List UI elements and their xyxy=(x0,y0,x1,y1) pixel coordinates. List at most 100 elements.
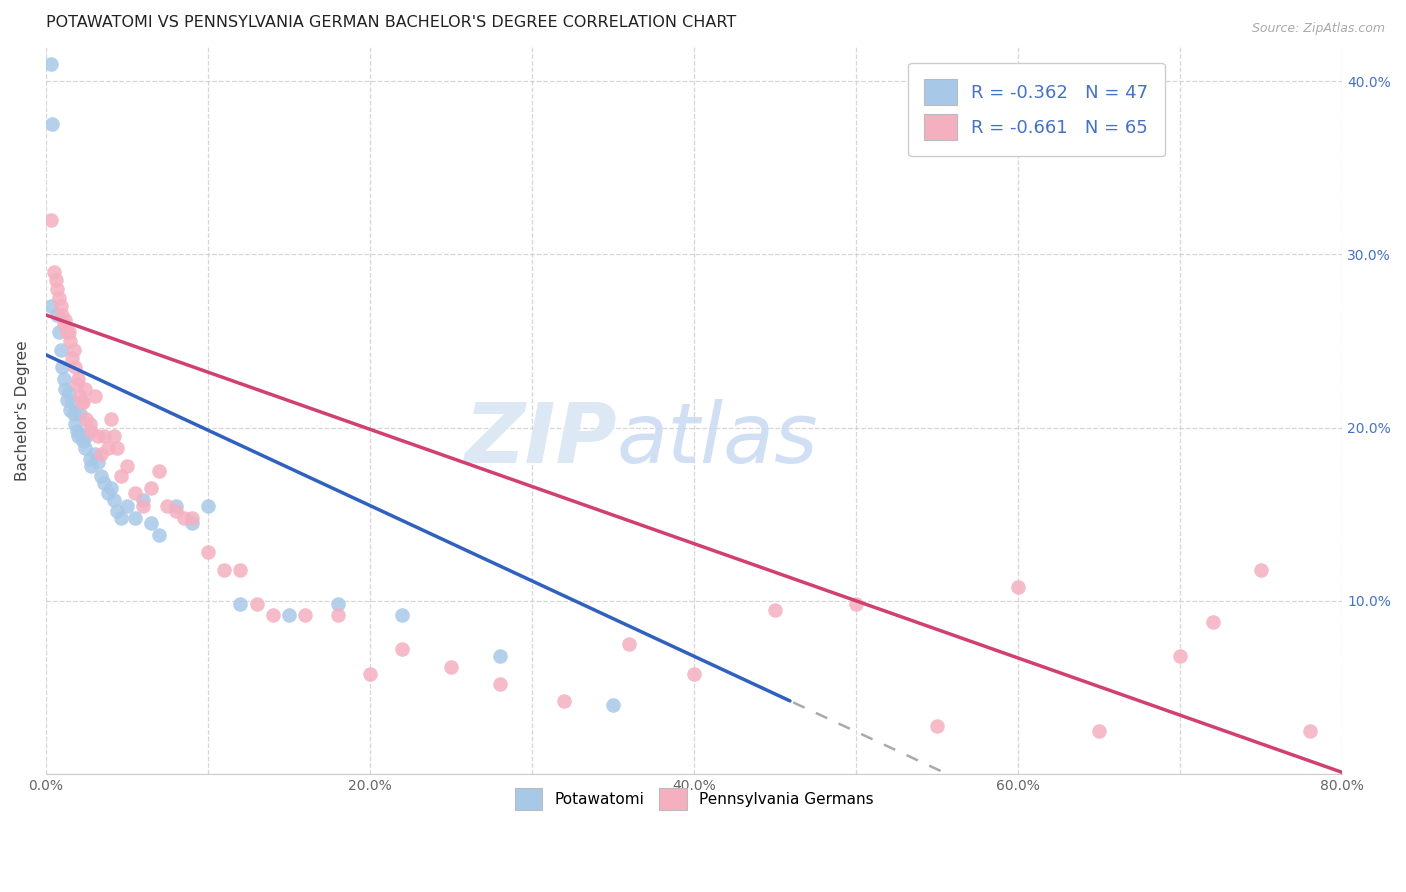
Point xyxy=(180,516,202,530)
Point xyxy=(63,417,86,431)
Point xyxy=(58,326,80,340)
Point xyxy=(602,698,624,712)
Point xyxy=(391,642,413,657)
Point xyxy=(58,386,80,401)
Point xyxy=(87,429,110,443)
Point xyxy=(262,607,284,622)
Point xyxy=(180,510,202,524)
Point xyxy=(60,394,83,409)
Point xyxy=(39,212,62,227)
Point xyxy=(39,56,62,70)
Point xyxy=(42,265,65,279)
Point xyxy=(69,389,91,403)
Point xyxy=(141,481,163,495)
Point xyxy=(62,407,84,421)
Point xyxy=(124,486,146,500)
Point xyxy=(326,607,349,622)
Point xyxy=(73,383,96,397)
Point xyxy=(553,694,575,708)
Point xyxy=(39,299,62,313)
Point xyxy=(96,486,118,500)
Point xyxy=(156,499,179,513)
Point xyxy=(115,499,138,513)
Point xyxy=(93,429,115,443)
Point xyxy=(76,412,98,426)
Point xyxy=(41,117,63,131)
Point xyxy=(83,389,105,403)
Point xyxy=(110,510,132,524)
Point xyxy=(197,545,219,559)
Point xyxy=(69,407,91,421)
Point xyxy=(48,326,70,340)
Point xyxy=(440,659,463,673)
Point xyxy=(132,499,155,513)
Y-axis label: Bachelor's Degree: Bachelor's Degree xyxy=(15,340,30,481)
Point xyxy=(294,607,316,622)
Point xyxy=(55,383,77,397)
Point xyxy=(165,499,187,513)
Point xyxy=(246,597,269,611)
Point xyxy=(141,516,163,530)
Point xyxy=(60,351,83,366)
Point xyxy=(70,427,93,442)
Point xyxy=(90,447,112,461)
Point xyxy=(96,442,118,456)
Point xyxy=(62,343,84,357)
Point xyxy=(927,718,949,732)
Point xyxy=(391,607,413,622)
Legend: Potawatomi, Pennsylvania Germans: Potawatomi, Pennsylvania Germans xyxy=(508,780,882,817)
Point xyxy=(66,377,89,392)
Point xyxy=(46,308,69,322)
Point xyxy=(56,392,79,407)
Point xyxy=(100,481,122,495)
Point xyxy=(52,372,75,386)
Point xyxy=(63,359,86,374)
Point xyxy=(763,602,786,616)
Point xyxy=(83,447,105,461)
Point xyxy=(80,458,103,473)
Point xyxy=(103,429,125,443)
Point xyxy=(90,469,112,483)
Point xyxy=(1250,563,1272,577)
Point xyxy=(52,317,75,331)
Point xyxy=(59,334,82,348)
Point xyxy=(1299,723,1322,738)
Point xyxy=(51,359,73,374)
Point xyxy=(105,504,128,518)
Point xyxy=(148,528,170,542)
Point xyxy=(49,343,72,357)
Point xyxy=(80,424,103,438)
Point xyxy=(49,299,72,313)
Point xyxy=(105,442,128,456)
Point xyxy=(488,649,510,664)
Point xyxy=(51,308,73,322)
Point xyxy=(59,403,82,417)
Point xyxy=(1201,615,1223,629)
Point xyxy=(229,597,252,611)
Point xyxy=(55,313,77,327)
Point xyxy=(93,476,115,491)
Point xyxy=(76,429,98,443)
Point xyxy=(67,429,90,443)
Point xyxy=(359,666,381,681)
Point xyxy=(124,510,146,524)
Point xyxy=(48,291,70,305)
Text: atlas: atlas xyxy=(616,399,818,480)
Point xyxy=(845,597,868,611)
Point xyxy=(683,666,706,681)
Point xyxy=(66,424,89,438)
Point xyxy=(132,493,155,508)
Point xyxy=(73,442,96,456)
Point xyxy=(79,451,101,466)
Text: Source: ZipAtlas.com: Source: ZipAtlas.com xyxy=(1251,22,1385,36)
Point xyxy=(100,412,122,426)
Point xyxy=(148,464,170,478)
Point xyxy=(56,326,79,340)
Point xyxy=(72,394,94,409)
Point xyxy=(103,493,125,508)
Point xyxy=(87,455,110,469)
Point xyxy=(45,273,67,287)
Point xyxy=(79,417,101,431)
Point xyxy=(110,469,132,483)
Point xyxy=(173,510,195,524)
